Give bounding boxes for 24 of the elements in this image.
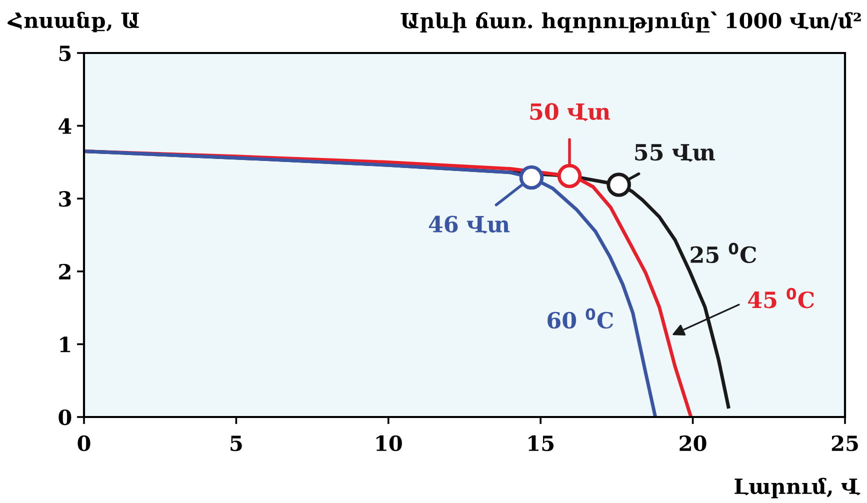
- x-tick-label: 0: [78, 435, 90, 452]
- text: 45 $^{0}$C: [748, 288, 814, 308]
- series-label: 60 $^{0}$C: [548, 308, 614, 329]
- annotation: 46 Վտ: [428, 216, 510, 234]
- annotation: 55 Վտ: [635, 144, 715, 162]
- x-tick-label: 25: [832, 435, 858, 452]
- x-tick-label: 10: [376, 435, 402, 452]
- y-tick-label: 2: [59, 264, 70, 280]
- x-tick-label: 15: [528, 435, 554, 452]
- x-tick-label: 20: [680, 435, 706, 452]
- annotation: 50 Վտ: [530, 103, 610, 122]
- y-tick-label: 3: [59, 191, 71, 207]
- point: [519, 165, 544, 190]
- y-tick-label: 5: [59, 46, 71, 62]
- point: [606, 172, 631, 197]
- y-axis-title: Հոսանք, Ա: [7, 12, 139, 32]
- y-tick-label: 0: [58, 409, 72, 426]
- x-axis-title: Լարում, Վ: [734, 478, 861, 498]
- y-tick-label: 4: [58, 118, 72, 134]
- y-tick-label: 1: [60, 336, 70, 352]
- series-label: 25 $^{0}$C: [690, 242, 756, 264]
- point: [557, 164, 582, 188]
- chart-title: Արևի ճառ. հզորությունը՝ 1000 Վտ/մ²: [400, 12, 861, 32]
- x-tick-label: 5: [230, 436, 242, 452]
